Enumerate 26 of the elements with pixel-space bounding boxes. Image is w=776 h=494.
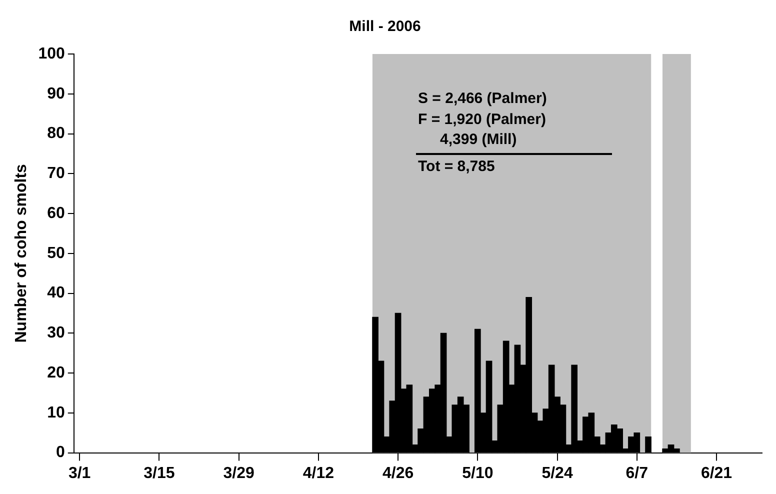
chart-title: Mill - 2006 (349, 18, 421, 36)
annotation: F = 1,920 (Palmer) (418, 110, 546, 130)
annotation: 4,399 (Mill) (440, 130, 517, 150)
x-tick-label: 3/1 (68, 464, 91, 482)
x-tick-label: 6/21 (700, 464, 732, 482)
y-axis-title: Number of coho smolts (13, 164, 30, 343)
y-tick-label: 0 (56, 444, 65, 462)
x-tick-label: 4/12 (302, 464, 334, 482)
y-tick-label: 30 (47, 324, 65, 342)
x-tick-label: 5/24 (542, 464, 573, 482)
annotation: S = 2,466 (Palmer) (418, 89, 547, 109)
y-tick-label: 20 (47, 364, 65, 382)
x-tick-label: 5/10 (462, 464, 494, 482)
annotation: Tot = 8,785 (418, 157, 495, 177)
y-tick-label: 10 (47, 404, 65, 422)
x-tick-label: 3/29 (223, 464, 254, 482)
y-tick-label: 100 (38, 45, 65, 62)
x-tick-label: 6/7 (626, 464, 648, 482)
y-tick-label: 40 (47, 284, 65, 302)
y-tick-label: 50 (47, 244, 65, 262)
x-tick-label: 3/15 (144, 464, 175, 482)
y-tick-label: 70 (47, 165, 65, 182)
y-tick-label: 80 (47, 125, 65, 142)
x-tick-label: 4/26 (382, 464, 414, 482)
y-tick-label: 60 (47, 204, 65, 222)
y-tick-label: 90 (47, 85, 65, 102)
